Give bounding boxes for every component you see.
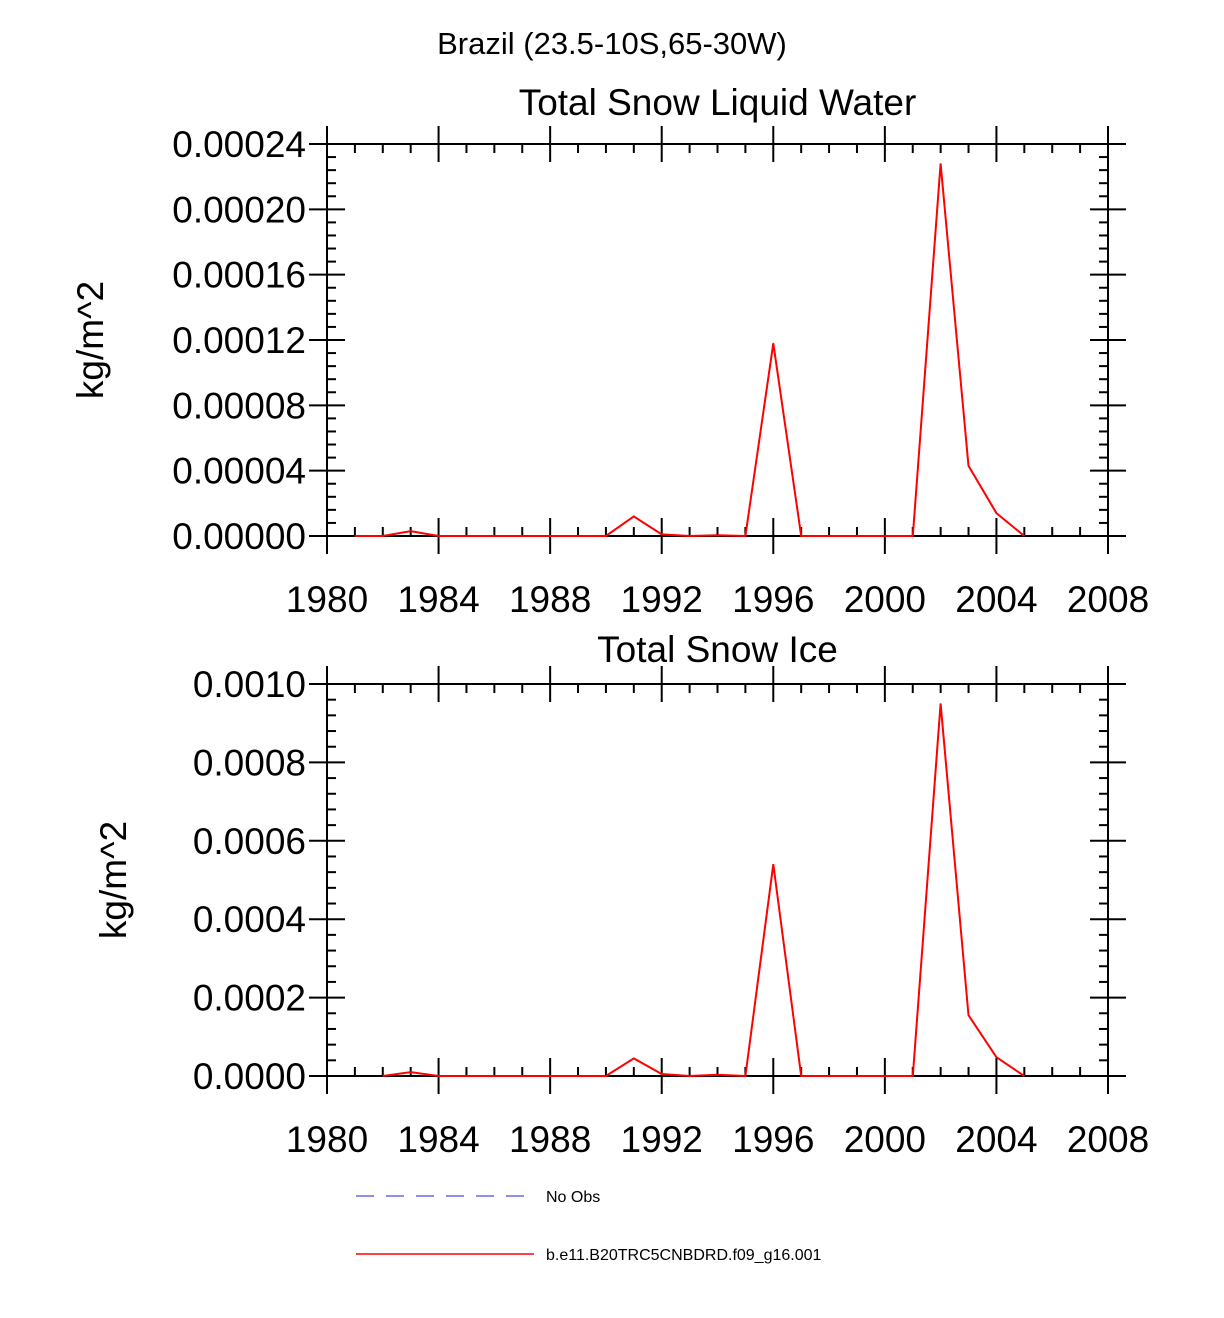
panel-snow-ice: Total Snow Ice kg/m^2 1980 1984 1988 1992 1996…: [93, 629, 1149, 1160]
data-point: [633, 515, 635, 517]
y-tick-label: 0.00020: [172, 189, 306, 230]
data-point: [856, 1075, 858, 1077]
data-point: [549, 535, 551, 537]
data-point: [884, 535, 886, 537]
y-axis-label: kg/m^2: [70, 281, 111, 399]
series-line: [382, 703, 1025, 1078]
data-point: [995, 1056, 997, 1058]
panel-snow-liquid-water: Total Snow Liquid Water kg/m^2 1980 1984 198…: [70, 82, 1149, 620]
legend-label: No Obs: [546, 1189, 600, 1206]
x-tick-label: 1984: [397, 1119, 479, 1160]
data-point: [940, 703, 942, 705]
data-point: [577, 535, 579, 537]
y-axis-label: kg/m^2: [93, 821, 134, 939]
data-point: [521, 535, 523, 537]
data-point: [884, 1075, 886, 1077]
y-tick-label: 0.0010: [193, 664, 306, 705]
data-point: [1023, 1075, 1025, 1077]
data-point: [438, 535, 440, 537]
chart-title: Total Snow Ice: [597, 629, 838, 670]
y-tick-label: 0.0004: [193, 899, 306, 940]
x-tick-label: 1992: [621, 579, 703, 620]
data-point: [968, 465, 970, 467]
x-tick-label: 2004: [955, 579, 1037, 620]
data-point: [493, 1075, 495, 1077]
data-point: [438, 1075, 440, 1077]
data-point: [772, 863, 774, 865]
y-tick-label: 0.00008: [172, 385, 306, 426]
data-point: [382, 535, 384, 537]
data-point: [717, 1074, 718, 1076]
data-point: [354, 535, 356, 537]
data-point: [995, 512, 997, 514]
data-point: [912, 1075, 914, 1077]
y-tick-label: 0.00004: [172, 451, 306, 492]
data-point: [912, 535, 914, 537]
data-point: [661, 533, 663, 535]
data-point: [382, 1075, 384, 1077]
y-tick-label: 0.00016: [172, 255, 306, 296]
data-point: [772, 342, 774, 344]
chart-title: Total Snow Liquid Water: [519, 82, 917, 123]
data-point: [800, 1075, 802, 1077]
data-point: [410, 1071, 412, 1073]
x-tick-label: 1996: [732, 1119, 814, 1160]
data-point: [689, 535, 691, 537]
series-line: [354, 163, 1025, 538]
x-tick-label: 1988: [509, 579, 591, 620]
y-tick-label: 0.0002: [193, 978, 306, 1019]
data-point: [828, 535, 830, 537]
data-point: [577, 1075, 579, 1077]
x-tick-label: 2000: [844, 1119, 926, 1160]
plot-frame: [326, 143, 1109, 537]
data-point: [689, 1075, 691, 1077]
y-tick-label: 0.00000: [172, 516, 306, 557]
data-point: [717, 534, 718, 536]
data-point: [410, 530, 412, 532]
x-tick-label: 1992: [621, 1119, 703, 1160]
data-point: [633, 1057, 635, 1059]
x-tick-label: 1996: [732, 579, 814, 620]
x-tick-label: 2008: [1067, 579, 1149, 620]
data-point: [800, 535, 802, 537]
data-point: [856, 535, 858, 537]
data-point: [744, 1075, 746, 1077]
data-point: [549, 1075, 551, 1077]
legend: No Obs b.e11.B20TRC5CNBDRD.f09_g16.001: [356, 1189, 822, 1264]
data-point: [744, 535, 746, 537]
data-point: [465, 1075, 467, 1077]
data-point: [493, 535, 495, 537]
y-tick-label: 0.0000: [193, 1056, 306, 1097]
page-title: Brazil (23.5-10S,65-30W): [437, 26, 787, 61]
data-point: [465, 535, 467, 537]
data-point: [968, 1014, 970, 1016]
data-point: [661, 1073, 663, 1075]
y-tick-label: 0.0008: [193, 742, 306, 783]
legend-label: b.e11.B20TRC5CNBDRD.f09_g16.001: [546, 1247, 822, 1264]
y-tick-label: 0.0006: [193, 821, 306, 862]
plot-frame: [326, 683, 1109, 1077]
data-point: [521, 1075, 523, 1077]
y-tick-label: 0.00024: [172, 124, 306, 165]
x-tick-label: 2004: [955, 1119, 1037, 1160]
x-tick-label: 2008: [1067, 1119, 1149, 1160]
x-tick-label: 1988: [509, 1119, 591, 1160]
y-tick-label: 0.00012: [172, 320, 306, 361]
data-point: [605, 1075, 607, 1077]
x-tick-label: 2000: [844, 579, 926, 620]
x-tick-label: 1980: [286, 579, 368, 620]
data-point: [828, 1075, 830, 1077]
data-point: [1023, 535, 1025, 537]
data-point: [605, 535, 607, 537]
x-tick-label: 1984: [397, 579, 479, 620]
x-tick-label: 1980: [286, 1119, 368, 1160]
data-point: [940, 163, 942, 165]
